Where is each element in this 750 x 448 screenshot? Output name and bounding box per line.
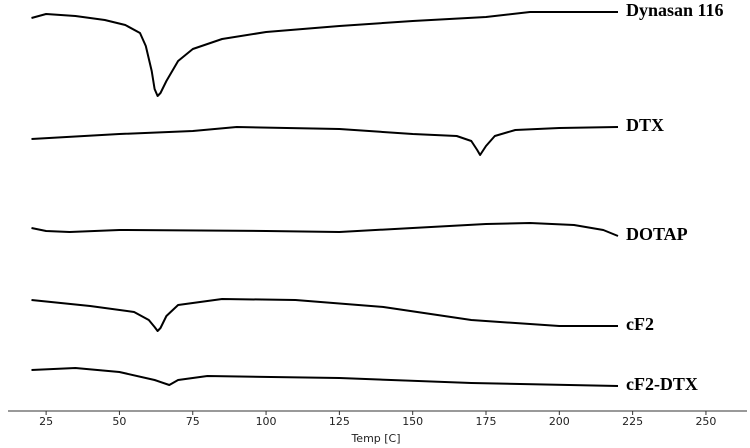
curve <box>31 222 619 237</box>
curve-label: cF2 <box>626 314 654 334</box>
x-tick-label: 125 <box>329 415 350 428</box>
x-tick-label: 175 <box>476 415 497 428</box>
x-tick-label: 75 <box>186 415 200 428</box>
x-tick-label: 250 <box>695 415 716 428</box>
curve-label: Dynasan 116 <box>626 0 724 20</box>
x-axis-label: Temp [C] <box>350 432 400 445</box>
x-tick-label: 225 <box>622 415 643 428</box>
curve <box>31 11 618 97</box>
x-tick-label: 50 <box>112 415 126 428</box>
x-tick-label: 150 <box>402 415 423 428</box>
curve-label: DTX <box>626 115 664 135</box>
curve <box>31 298 618 332</box>
x-tick-label: 200 <box>549 415 570 428</box>
x-tick-label: 25 <box>39 415 53 428</box>
curve-label: DOTAP <box>626 224 688 244</box>
curve-label: cF2-DTX <box>626 374 698 394</box>
x-tick-label: 100 <box>256 415 277 428</box>
curve <box>31 126 619 156</box>
curve <box>31 367 619 387</box>
